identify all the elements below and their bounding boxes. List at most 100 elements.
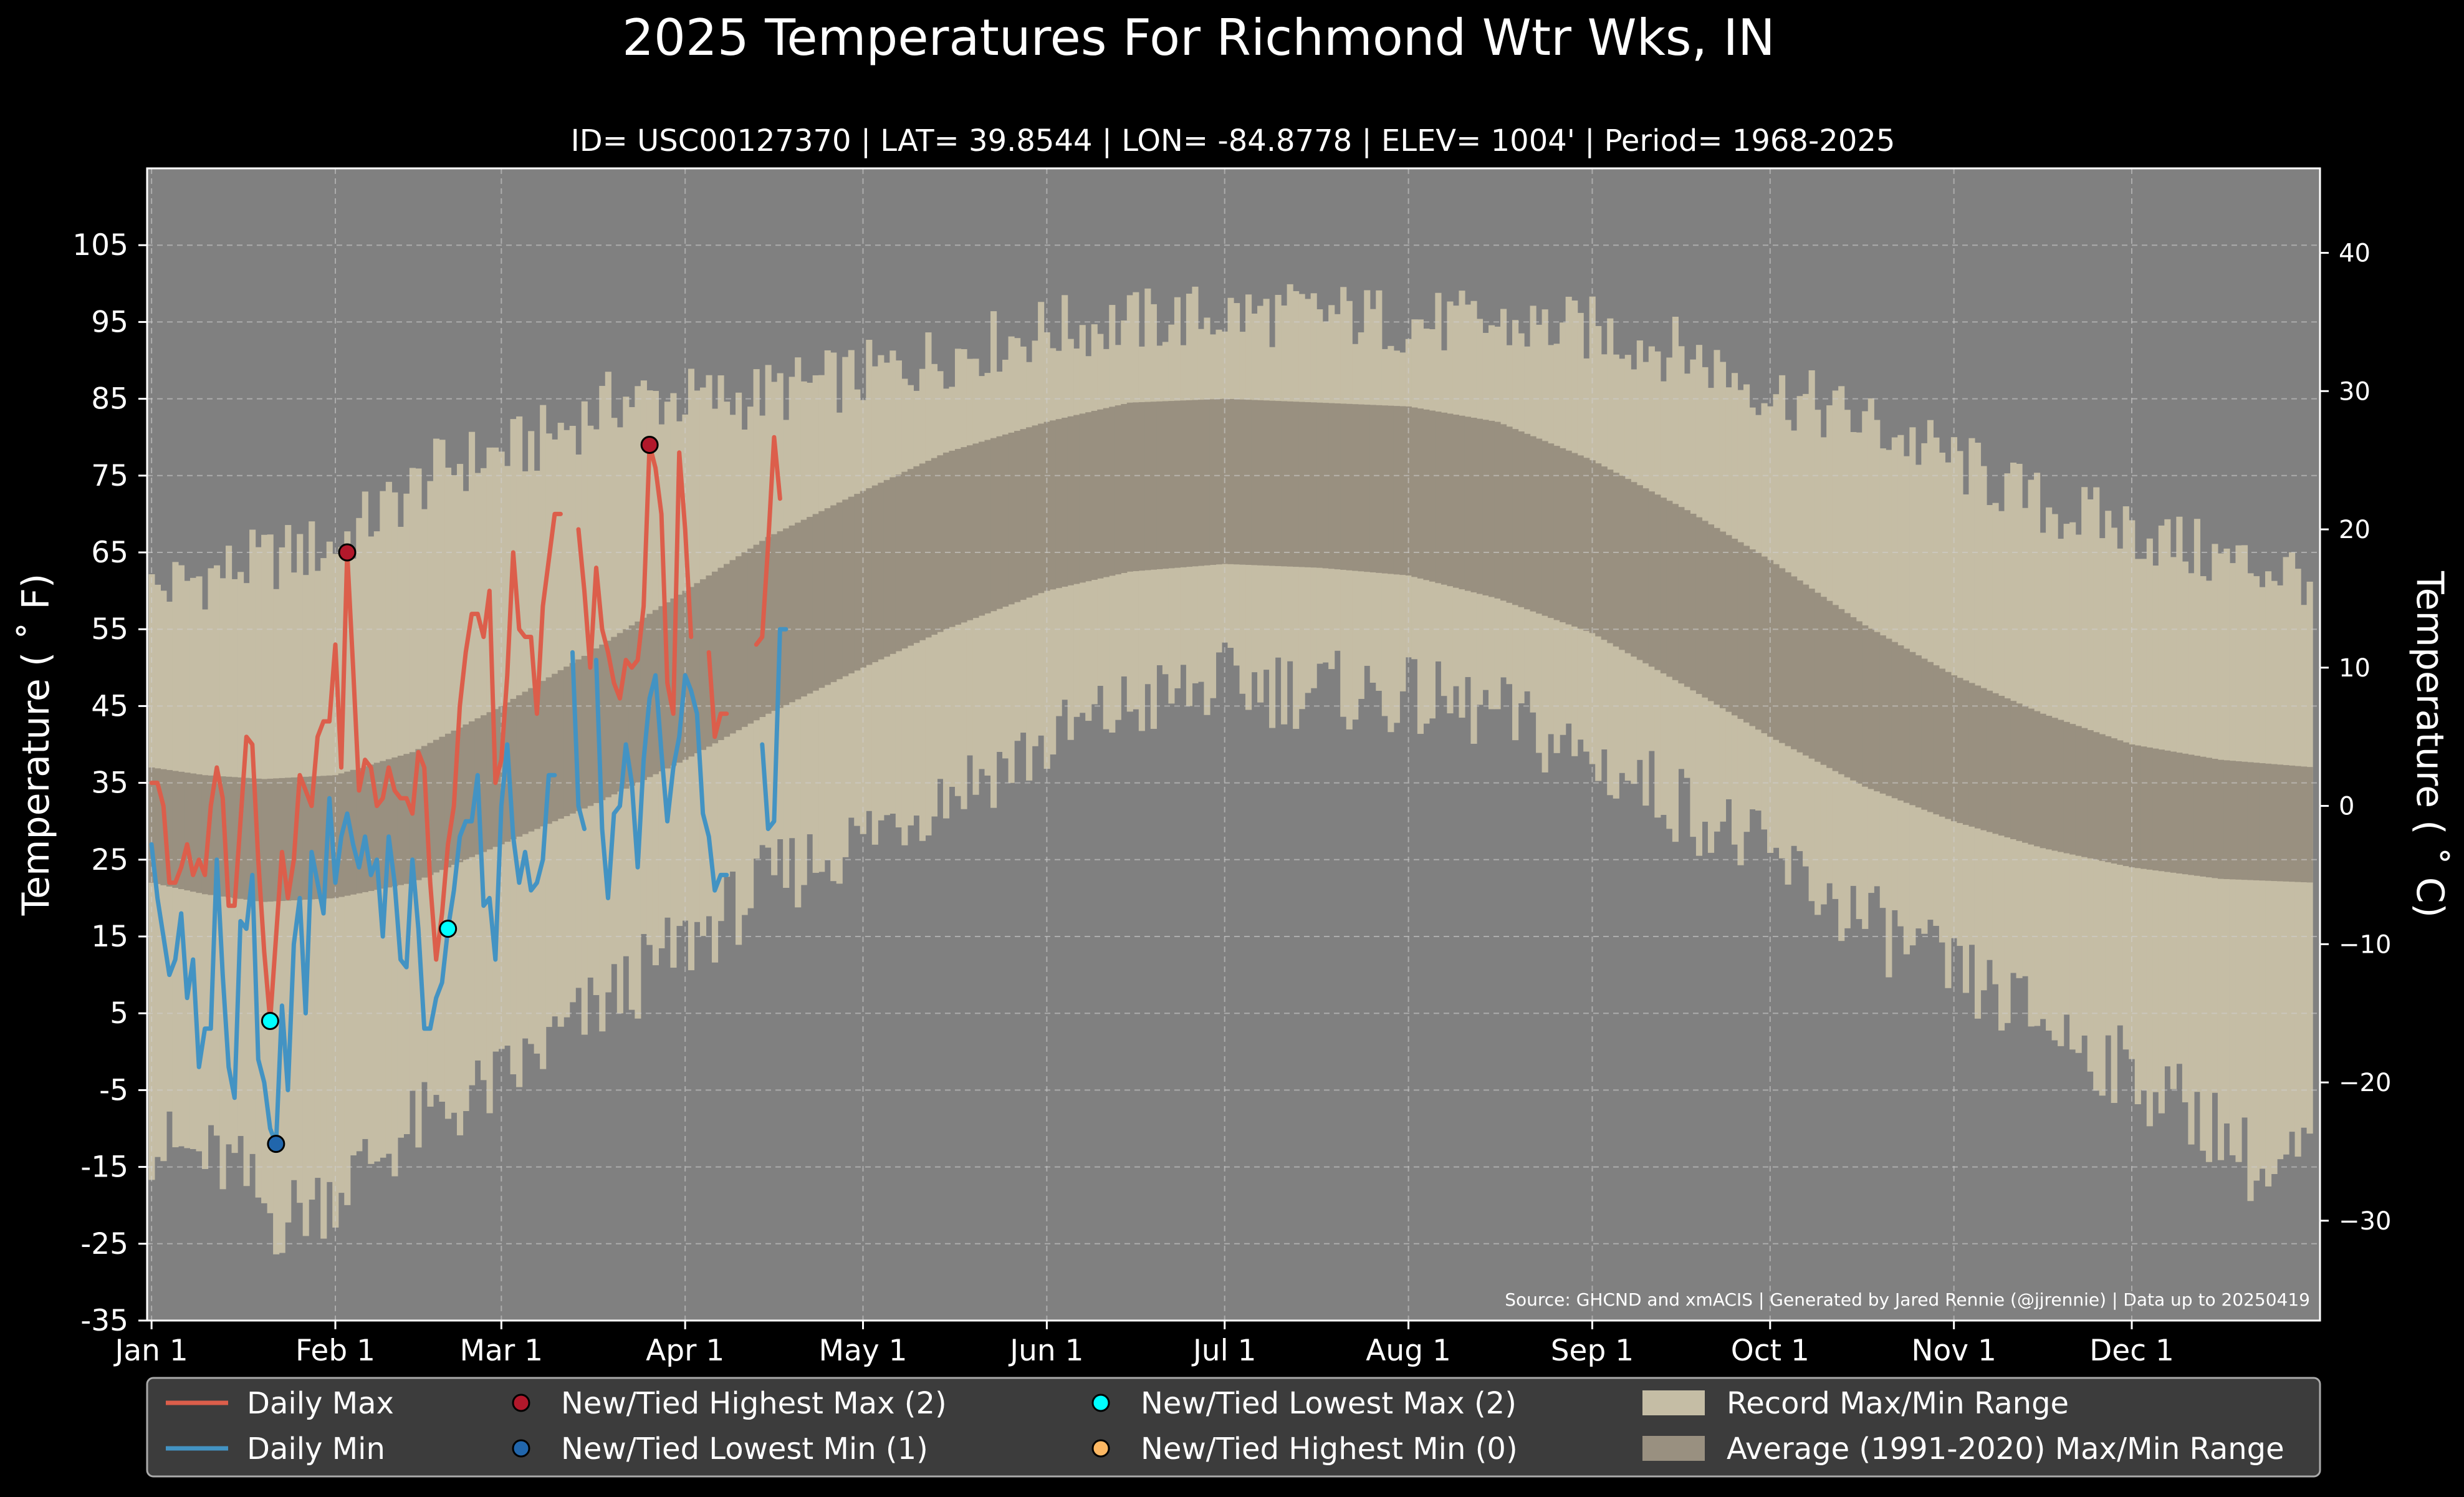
normal-range-bar [380, 761, 386, 889]
normal-range-bar [1619, 476, 1626, 650]
normal-range-bar [2117, 740, 2124, 865]
normal-range-bar [753, 544, 760, 721]
normal-range-bar [658, 606, 665, 772]
normal-range-bar [1020, 429, 1027, 600]
normal-range-bar [1227, 398, 1234, 564]
normal-range-bar [575, 659, 582, 811]
normal-range-bar [1393, 406, 1400, 575]
normal-range-bar [996, 436, 1003, 609]
normal-range-bar [800, 519, 807, 696]
normal-range-bar [1980, 688, 1987, 830]
normal-range-bar [444, 733, 452, 868]
normal-range-bar [1666, 501, 1673, 677]
normal-range-bar [771, 534, 778, 711]
normal-range-bar [1874, 632, 1881, 792]
normal-range-bar [1530, 436, 1536, 612]
normal-range-bar [1026, 427, 1033, 598]
y-tick-label: 65 [91, 536, 128, 570]
normal-range-bar [979, 441, 985, 616]
normal-range-bar [1577, 455, 1584, 629]
normal-range-bar [1340, 403, 1347, 570]
normal-range-bar [1755, 552, 1762, 730]
normal-range-bar [2040, 713, 2046, 849]
normal-range-bar [1162, 401, 1169, 569]
normal-range-bar [2205, 758, 2213, 878]
normal-range-bar [984, 440, 991, 614]
normal-range-bar [516, 695, 523, 837]
normal-range-bar [320, 776, 327, 899]
normal-range-bar [854, 494, 861, 671]
normal-range-bar [456, 727, 464, 862]
daily-max-line [706, 650, 729, 739]
normal-range-bar [616, 633, 623, 792]
normal-range-bar [1897, 645, 1904, 801]
legend-entries: Daily Max Daily Min New/Tied Highest Max (… [166, 1386, 2284, 1466]
normal-range-bar [747, 548, 754, 724]
normal-range-bar [2259, 763, 2266, 881]
normal-range-bar [1369, 405, 1376, 573]
normal-range-bar [1251, 400, 1258, 566]
daily-min-line [570, 650, 587, 831]
y-axis-right: 40 30 20 10 0 −10 −20 −30 [2320, 239, 2391, 1236]
normal-range-bar [1476, 418, 1484, 594]
x-tick-label: Jan 1 [113, 1334, 188, 1368]
normal-range-bar [540, 681, 547, 827]
normal-range-bar [866, 488, 873, 665]
y-tick-label: 15 [91, 920, 128, 954]
normal-range-bar [2188, 754, 2195, 875]
normal-range-bar [937, 455, 944, 632]
normal-range-bar [267, 778, 274, 902]
normal-range-bar [1298, 402, 1305, 567]
normal-range-bar [481, 715, 487, 852]
normal-range-bar [1209, 399, 1217, 566]
normal-range-bar [1275, 401, 1282, 566]
normal-range-bar [1553, 446, 1560, 620]
y-tick-label: 85 [91, 382, 128, 416]
plot-area: Source: GHCND and xmACIS | Generated by … [146, 167, 2321, 1322]
normal-range-bar [1346, 403, 1353, 570]
normal-range-bar [1903, 648, 1910, 803]
normal-range-bar [640, 617, 647, 780]
normal-range-bar [842, 499, 849, 676]
normal-range-bar [196, 774, 203, 893]
record-range-bar [302, 575, 309, 1236]
normal-range-bar [1150, 402, 1157, 570]
y-axis-label-left: Temperature ( ˚ F) [14, 574, 58, 917]
normal-range-bar [148, 767, 155, 883]
normal-range-bar [961, 447, 967, 623]
x-tick-label: Dec 1 [2089, 1334, 2174, 1368]
normal-range-bar [208, 775, 214, 895]
normal-range-bar [1067, 416, 1074, 585]
normal-range-bar [1565, 450, 1572, 625]
x-tick-label: Jul 1 [1191, 1334, 1257, 1368]
y-tick-label: -25 [80, 1227, 128, 1261]
normal-range-bar [628, 625, 635, 786]
record-marker [267, 1135, 285, 1153]
daily-max-line [576, 443, 694, 716]
normal-range-bar [699, 579, 707, 750]
normal-range-bar [2122, 742, 2129, 867]
y-tick-label: 25 [91, 843, 128, 877]
normal-range-bar [1459, 415, 1465, 590]
normal-range-bar [1257, 400, 1264, 566]
normal-range-bar [569, 663, 576, 814]
normal-range-bar [409, 752, 416, 883]
normal-range-bar [2193, 756, 2200, 876]
normal-range-bar [178, 771, 185, 890]
normal-range-bar [433, 739, 440, 873]
normal-range-bar [1144, 402, 1151, 570]
normal-range-bar [1613, 473, 1619, 647]
y-tick-label: 35 [91, 766, 128, 801]
normal-range-bar [2235, 761, 2242, 880]
y-tick-label: 75 [91, 459, 128, 493]
normal-range-bar [528, 688, 535, 832]
normal-range-bar [1844, 613, 1851, 777]
normal-range-bar [1761, 556, 1768, 733]
normal-range-bar [2051, 718, 2058, 851]
normal-range-bar [878, 483, 884, 660]
normal-range-bar [1097, 409, 1104, 579]
normal-range-bar [2129, 744, 2136, 868]
normal-range-bar [1690, 513, 1697, 691]
normal-range-bar [563, 667, 570, 816]
